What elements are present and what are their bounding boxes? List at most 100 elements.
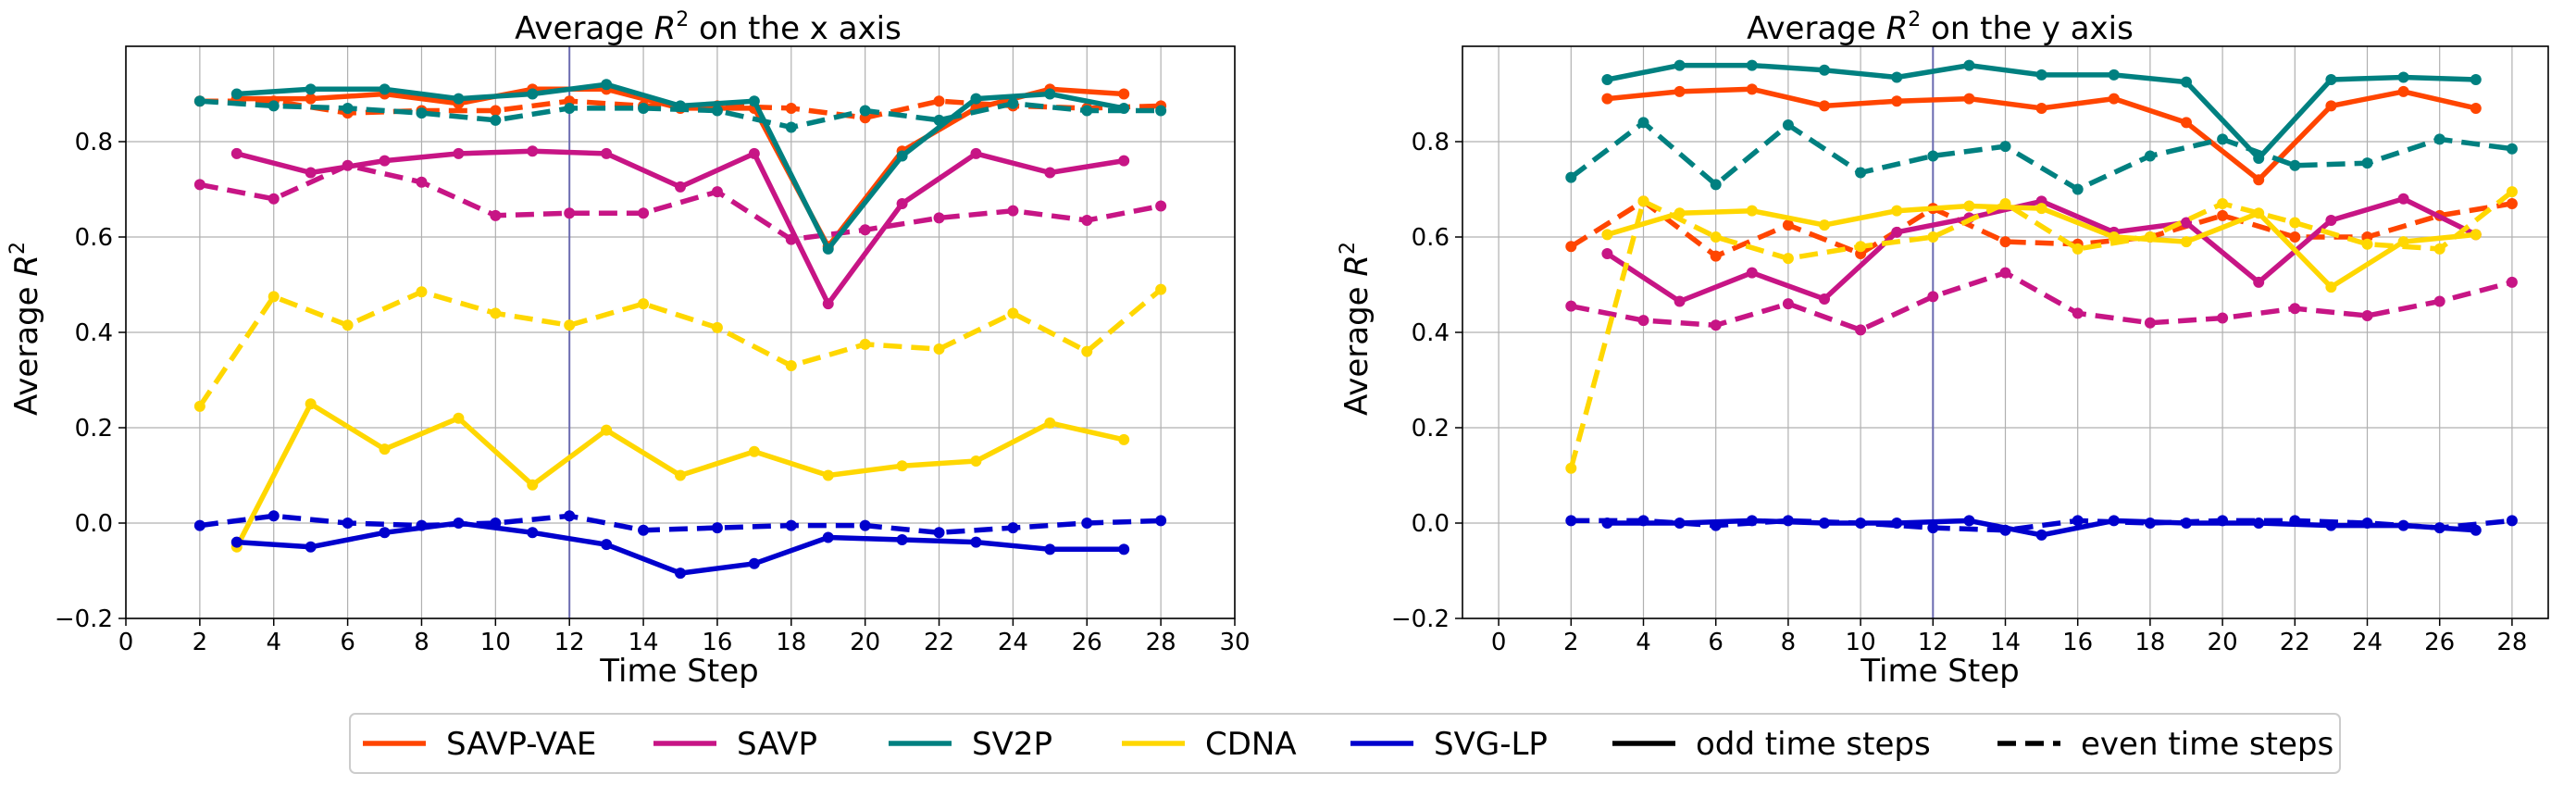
data-point-cdna-even <box>2217 197 2229 209</box>
x-tick-label: 16 <box>702 629 732 656</box>
data-point-svg-lp-even <box>1710 519 1722 531</box>
data-point-savp-vae-odd <box>305 93 317 105</box>
data-point-savp-vae-odd <box>2035 102 2047 114</box>
x-tick-label: 22 <box>924 629 954 656</box>
data-point-sv2p-even <box>1855 167 1867 179</box>
data-point-cdna-even <box>2144 231 2156 243</box>
data-point-savp-even <box>1782 298 1794 310</box>
data-point-sv2p-even <box>1007 97 1019 109</box>
plot-area: 0 2 4 6 8 10 12 14 16 18 20 22 24 26 28 30−0.20.00.20.4… <box>55 45 1251 656</box>
data-point-svg-lp-even <box>785 519 797 531</box>
legend-label-cdna: CDNA <box>1205 726 1297 763</box>
data-point-cdna-odd <box>970 455 982 468</box>
data-point-sv2p-even <box>711 105 723 117</box>
data-point-svg-lp-odd <box>2253 518 2265 529</box>
data-point-savp-even <box>785 233 797 245</box>
data-point-svg-lp-odd <box>1044 543 1056 555</box>
legend-label-savp-vae: SAVP-VAE <box>446 726 596 763</box>
data-point-sv2p-even <box>193 95 205 107</box>
data-point-sv2p-odd <box>527 88 539 100</box>
x-tick-label: 4 <box>266 629 281 656</box>
data-point-sv2p-odd <box>453 93 465 105</box>
data-point-sv2p-odd <box>379 83 391 95</box>
data-point-savp-even <box>1081 214 1093 226</box>
data-point-savp-even <box>1155 200 1167 212</box>
chart-title: Average R2 on the x axis <box>515 8 902 47</box>
data-point-savp-even <box>1710 319 1722 331</box>
y-axis-label: Average R2 <box>6 242 45 416</box>
data-point-svg-lp-even <box>2433 522 2445 534</box>
data-point-svg-lp-even <box>490 518 502 529</box>
data-point-savp-odd <box>1819 293 1830 305</box>
data-point-cdna-even <box>2289 217 2301 229</box>
y-tick-label: 0.6 <box>75 224 113 252</box>
data-point-savp-odd <box>1746 267 1758 279</box>
data-point-savp-vae-odd <box>2325 100 2337 112</box>
data-point-savp-vae-odd <box>2181 117 2192 129</box>
data-point-sv2p-even <box>933 114 945 126</box>
data-point-cdna-odd <box>896 460 908 472</box>
x-tick-label: 16 <box>2062 629 2093 656</box>
data-point-savp-even <box>2361 309 2373 321</box>
data-point-savp-even <box>2144 317 2156 329</box>
legend-label-svg-lp: SVG-LP <box>1434 726 1548 763</box>
data-point-savp-odd <box>379 155 391 167</box>
data-point-savp-odd <box>675 181 686 193</box>
series-line-savp-odd <box>1605 196 2478 305</box>
data-point-svg-lp-odd <box>379 527 391 539</box>
data-point-cdna-odd <box>2181 236 2192 248</box>
data-point-savp-odd <box>453 147 465 159</box>
data-point-svg-lp-even <box>1565 515 1577 527</box>
x-tick-label: 18 <box>776 629 806 656</box>
x-tick-label: 6 <box>1708 629 1724 656</box>
data-point-sv2p-even <box>1155 105 1167 117</box>
y-tick-label: 0.0 <box>1412 510 1450 538</box>
x-tick-label: 26 <box>2424 629 2455 656</box>
y-tick-label: 0.2 <box>1412 415 1450 443</box>
data-point-savp-even <box>1637 315 1649 327</box>
data-point-svg-lp-even <box>2506 515 2518 527</box>
x-tick-label: 2 <box>193 629 208 656</box>
x-tick-label: 6 <box>340 629 355 656</box>
x-tick-label: 12 <box>1918 629 1948 656</box>
x-tick-label: 24 <box>2352 629 2383 656</box>
data-point-savp-odd <box>1674 295 1686 307</box>
data-point-sv2p-odd <box>1891 71 1903 83</box>
data-point-savp-vae-odd <box>1746 83 1758 95</box>
data-point-sv2p-even <box>1710 179 1722 191</box>
data-point-svg-lp-odd <box>1963 515 1975 527</box>
data-point-savp-odd <box>2181 217 2192 229</box>
x-tick-label: 4 <box>1636 629 1651 656</box>
data-point-svg-lp-odd <box>2035 529 2047 541</box>
data-point-cdna-odd <box>1819 219 1830 231</box>
axes-frame <box>125 45 1236 619</box>
data-point-savp-vae-odd <box>1118 88 1130 100</box>
data-point-svg-lp-odd <box>970 536 982 548</box>
y-tick-label: 0.4 <box>75 319 113 347</box>
data-point-savp-vae-even <box>785 102 797 114</box>
legend-label-sv2p: SV2P <box>972 726 1052 763</box>
data-point-sv2p-even <box>1927 150 1939 162</box>
data-point-savp-odd <box>527 145 539 157</box>
data-point-savp-odd <box>1044 167 1056 179</box>
data-point-sv2p-odd <box>748 95 760 107</box>
data-point-sv2p-odd <box>2108 69 2120 81</box>
data-point-cdna-even <box>1999 197 2011 209</box>
data-point-sv2p-even <box>2506 143 2518 155</box>
data-point-svg-lp-even <box>2072 515 2084 527</box>
data-point-savp-odd <box>2397 193 2409 205</box>
data-point-savp-odd <box>1891 226 1903 238</box>
data-point-sv2p-odd <box>1601 74 1613 86</box>
data-point-sv2p-odd <box>1963 59 1975 71</box>
legend-label-even-time-steps: even time steps <box>2081 726 2333 763</box>
data-point-sv2p-odd <box>1044 88 1056 100</box>
data-point-savp-vae-even <box>2217 209 2229 221</box>
series-line-savp-vae-even <box>1569 198 2513 259</box>
data-point-sv2p-even <box>1565 171 1577 183</box>
data-point-sv2p-odd <box>1674 59 1686 71</box>
data-point-savp-vae-odd <box>1963 93 1975 105</box>
y-tick-label: 0.8 <box>75 129 113 156</box>
data-point-savp-even <box>416 176 428 188</box>
data-point-cdna-even <box>1155 283 1167 295</box>
